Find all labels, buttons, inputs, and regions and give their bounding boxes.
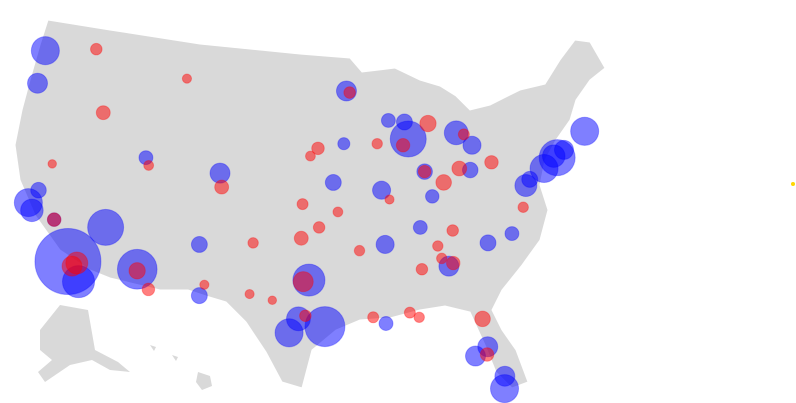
bubble: [337, 137, 351, 151]
bubble: [395, 113, 413, 131]
bubble: [457, 128, 470, 141]
bubble: [65, 251, 89, 275]
bubble: [436, 252, 448, 265]
bubble: [20, 198, 44, 223]
bubble: [90, 42, 103, 56]
bubble: [553, 139, 575, 160]
bubble: [521, 170, 539, 188]
bubble: [462, 135, 482, 155]
bubble: [292, 271, 314, 293]
bubble: [87, 208, 125, 246]
bubble: [479, 234, 497, 252]
bubble: [504, 226, 520, 242]
bubble: [378, 316, 394, 331]
bubble: [419, 114, 437, 133]
bubble: [299, 309, 312, 323]
bubble: [384, 194, 395, 205]
bubble: [425, 189, 440, 204]
bubble: [190, 287, 208, 305]
bubble: [199, 279, 210, 290]
bubble: [479, 347, 495, 362]
bubble: [244, 288, 255, 300]
bubble: [403, 306, 416, 319]
bubble: [413, 311, 425, 324]
bubble: [30, 181, 47, 199]
bubble: [474, 310, 491, 328]
bubble: [415, 262, 429, 276]
bubble: [395, 138, 411, 153]
bubble: [517, 201, 529, 213]
marker-dot: [791, 182, 795, 186]
bubble: [47, 159, 57, 169]
bubble: [332, 206, 344, 218]
bubble: [380, 112, 396, 128]
bubble: [371, 137, 383, 150]
bubbles: [13, 36, 600, 403]
bubble: [372, 180, 392, 200]
bubble: [312, 221, 326, 234]
bubble: [311, 141, 325, 156]
bubble: [214, 179, 230, 195]
bubble: [141, 282, 156, 297]
bubble: [412, 219, 428, 235]
bubble: [143, 159, 155, 171]
hawaii: [150, 345, 212, 390]
bubble: [305, 150, 316, 162]
bubble: [446, 255, 461, 271]
bubble: [375, 234, 395, 254]
bubble: [324, 173, 342, 191]
alaska: [38, 305, 130, 382]
bubble: [432, 240, 444, 252]
bubble: [367, 311, 380, 324]
bubble: [484, 155, 499, 170]
bubble: [570, 116, 600, 146]
bubble: [296, 198, 309, 211]
bubble: [46, 212, 62, 227]
bubble: [451, 160, 468, 177]
bubble: [267, 295, 278, 306]
bubble: [435, 174, 452, 191]
bubble: [304, 306, 346, 348]
bubble: [27, 72, 49, 94]
bubble: [247, 237, 259, 249]
bubble: [95, 105, 111, 121]
bubble: [494, 365, 516, 387]
bubble: [190, 235, 208, 253]
bubble: [353, 244, 366, 257]
bubble: [30, 36, 60, 66]
bubble: [293, 230, 309, 246]
bubble: [343, 86, 356, 99]
bubble: [181, 73, 193, 84]
bubble: [417, 164, 432, 179]
bubble: [128, 262, 146, 280]
bubble: [446, 224, 459, 237]
